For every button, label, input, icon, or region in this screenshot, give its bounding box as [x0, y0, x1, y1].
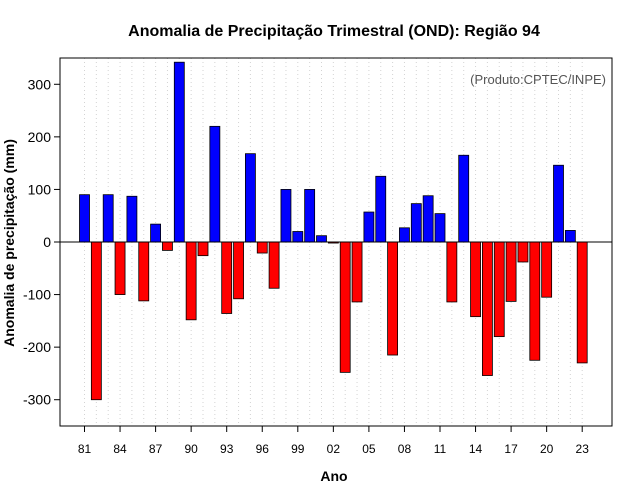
y-tick-label: 200: [28, 129, 52, 145]
bar-1997: [268, 241, 280, 289]
bar-2003: [339, 241, 351, 373]
bar-2008: [399, 227, 410, 243]
x-tick-label: 84: [113, 442, 127, 456]
bar-2000: [304, 189, 316, 243]
bar-1992: [209, 125, 221, 243]
x-axis: 81 84 87 90 93 96 99 02 05 08 11 14 17 20 23: [78, 426, 589, 456]
x-tick-label: 20: [540, 442, 554, 456]
y-tick-label: -300: [23, 392, 51, 408]
bar-2017: [505, 241, 517, 302]
y-axis-title: Anomalia de precipitação (mm): [1, 139, 17, 347]
bar-2006: [375, 175, 387, 243]
x-tick-label: 90: [184, 442, 198, 456]
bar-1994: [233, 241, 244, 300]
bar-2018: [517, 241, 529, 263]
x-tick-label: 05: [362, 442, 376, 456]
x-tick-label: 14: [469, 442, 483, 456]
x-axis-title: Ano: [320, 468, 347, 484]
bar-2019: [529, 241, 541, 361]
bars: [79, 61, 588, 401]
y-tick-label: 100: [28, 181, 52, 197]
bar-1995: [244, 153, 256, 243]
bar-2014: [470, 241, 481, 318]
bar-1991: [197, 241, 209, 257]
bar-2020: [541, 241, 553, 298]
x-tick-label: 99: [291, 442, 305, 456]
bar-1990: [185, 241, 197, 321]
x-tick-label: 81: [78, 442, 92, 456]
x-tick-label: 87: [149, 442, 163, 456]
bar-2022: [564, 230, 576, 243]
y-axis: -300 -200 -100 0 100 200 300: [23, 76, 60, 408]
x-tick-label: 23: [576, 442, 590, 456]
x-tick-label: 02: [327, 442, 341, 456]
bar-1987: [150, 223, 162, 243]
bar-1993: [221, 241, 233, 314]
y-tick-label: 300: [28, 76, 52, 92]
bar-2005: [363, 211, 375, 243]
bar-1985: [126, 195, 138, 243]
bar-1996: [256, 241, 268, 254]
x-tick-label: 93: [220, 442, 234, 456]
bar-2012: [446, 241, 458, 303]
bar-1988: [162, 241, 173, 251]
bar-2009: [410, 203, 422, 243]
chart-title: Anomalia de Precipitação Trimestral (OND…: [128, 23, 540, 40]
x-tick-label: 17: [504, 442, 518, 456]
bar-1998: [280, 189, 292, 243]
x-tick-label: 08: [398, 442, 412, 456]
bar-2007: [387, 241, 399, 356]
y-tick-label: -100: [23, 287, 51, 303]
x-tick-label: 11: [434, 442, 447, 456]
credit-label: (Produto:CPTEC/INPE): [470, 72, 606, 87]
bar-2010: [422, 195, 434, 243]
bar-2013: [458, 154, 470, 243]
x-tick-label: 96: [256, 442, 270, 456]
bar-1981: [79, 194, 90, 243]
bar-1986: [138, 241, 150, 302]
bar-1982: [90, 241, 102, 401]
bar-1989: [173, 61, 185, 243]
y-tick-label: -200: [23, 339, 51, 355]
bar-2023: [576, 241, 588, 364]
bar-1983: [102, 194, 114, 243]
bar-2004: [351, 241, 363, 303]
bar-2021: [553, 164, 564, 243]
bar-1999: [292, 231, 304, 243]
bar-2011: [434, 213, 446, 243]
bar-1984: [114, 241, 126, 295]
bar-2001: [316, 235, 327, 243]
bar-2016: [493, 241, 505, 338]
bar-2015: [481, 241, 493, 376]
y-tick-label: 0: [43, 234, 51, 250]
